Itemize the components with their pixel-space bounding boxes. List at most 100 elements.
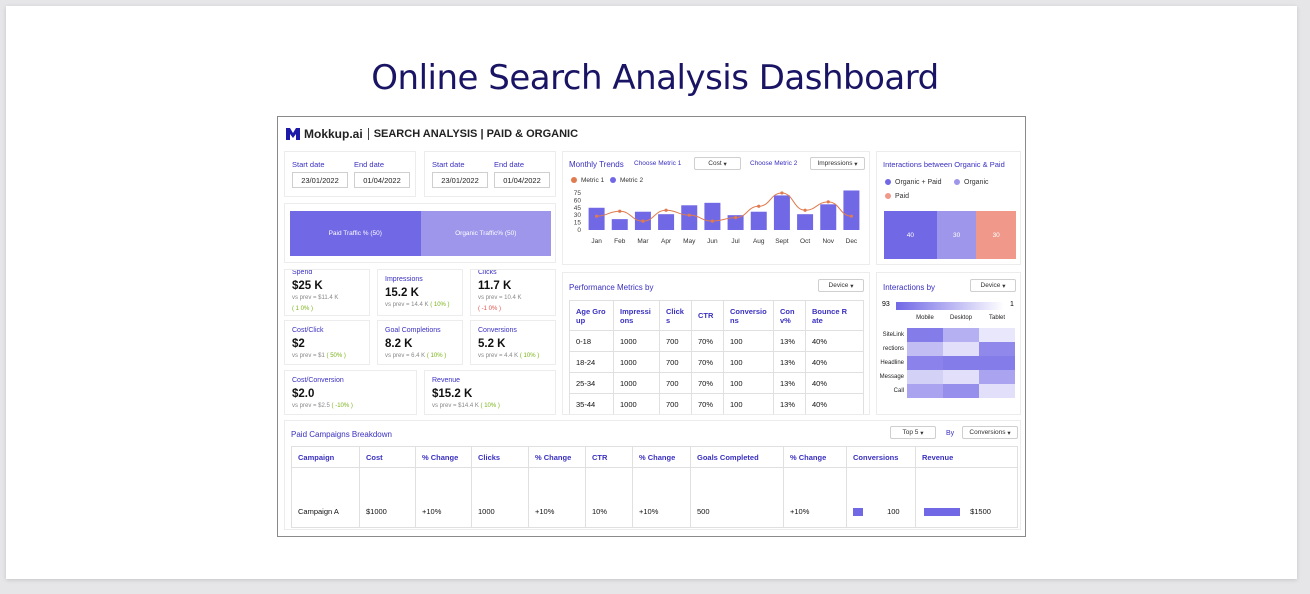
trend-bar[interactable] [704, 202, 721, 230]
col-goals-completed: Goals Completed [690, 446, 784, 468]
kpi-card-clicks: Clicks 11.7 K vs prev = 10.4 K ( -1 0% ) [470, 269, 556, 316]
performance-cell: 40% [805, 372, 864, 394]
metric1-point[interactable] [733, 216, 738, 220]
x-tick-label: Sept [775, 238, 789, 245]
start-date-input[interactable]: 23/01/2022 [292, 172, 348, 188]
performance-cell: 100 [723, 330, 774, 352]
heatmap-cell[interactable] [943, 356, 979, 370]
heatmap-cell[interactable] [943, 384, 979, 398]
performance-cell: 40% [805, 351, 864, 373]
trend-bar[interactable] [750, 211, 767, 230]
y-tick-label: 60 [574, 197, 582, 204]
heatmap-row-label: rections [882, 346, 904, 352]
trend-legend: Metric 1 Metric 2 [571, 177, 643, 184]
heatmap-cell[interactable] [907, 370, 943, 384]
heatmap-cell[interactable] [979, 342, 1015, 356]
end-date-input[interactable]: 01/04/2022 [494, 172, 550, 188]
trend-bar[interactable] [773, 195, 790, 230]
heatmap-cell[interactable] [907, 384, 943, 398]
metric1-point[interactable] [687, 213, 691, 217]
metric1-point[interactable] [594, 214, 599, 218]
metric1-point[interactable] [664, 208, 668, 212]
metric1-point[interactable] [618, 209, 622, 213]
organic-traffic-segment: Organic Traffic% (50) [420, 211, 551, 256]
metric1-label: Choose Metric 1 [634, 160, 682, 167]
metric1-point[interactable] [757, 204, 761, 208]
trend-bar[interactable] [588, 207, 605, 230]
x-tick-label: Jan [591, 238, 602, 245]
heatmap-cell[interactable] [979, 384, 1015, 398]
kpi-prev: vs prev = $1 ( 50% ) [292, 353, 346, 359]
x-tick-label: Oct [800, 238, 810, 245]
campaign-revenue: $1500 [970, 506, 991, 516]
performance-cell: 100 [723, 393, 774, 414]
performance-table-body: 0-18 1000 700 70% 100 13% 40% 18-24 1000 700 70% 10… [569, 330, 864, 414]
heatmap-cell[interactable] [907, 328, 943, 342]
performance-device-dropdown[interactable]: Device ▾ [818, 279, 864, 292]
performance-cell: 700 [659, 372, 692, 394]
kpi-card-conversions: Conversions 5.2 K vs prev = 4.4 K ( 10% … [470, 320, 556, 365]
metric1-point[interactable] [826, 200, 830, 204]
performance-title: Performance Metrics by [569, 283, 654, 292]
performance-row[interactable]: 18-24 1000 700 70% 100 13% 40% [569, 351, 864, 373]
performance-cell: 1000 [613, 393, 660, 414]
interactions-by-title: Interactions by [883, 283, 936, 292]
interactions-stacked-bar: 40 30 30 [884, 211, 1016, 259]
performance-table: Age Gro up Impressi ons Click s CTR Conv… [569, 300, 864, 414]
trend-bar[interactable] [727, 215, 744, 230]
sort-by-dropdown[interactable]: Conversions ▾ [962, 426, 1018, 439]
kpi-card-spend: Spend $25 K vs prev = $11.4 K ( 1 0% ) [284, 269, 370, 316]
brand-name: Mokkup.ai [304, 127, 363, 141]
x-tick-label: Aug [753, 238, 765, 245]
x-tick-label: Mar [637, 238, 649, 245]
metric1-point[interactable] [641, 219, 645, 223]
metric1-dropdown[interactable]: Cost ▾ [694, 157, 741, 170]
heatmap-cell[interactable] [943, 370, 979, 384]
heatmap-cell[interactable] [979, 328, 1015, 342]
trend-bar[interactable] [681, 205, 698, 230]
heatmap-row-label: Call [893, 388, 904, 394]
metric1-point[interactable] [803, 208, 807, 212]
trend-bar[interactable] [820, 204, 837, 230]
date-filter-2: Start date End date 23/01/2022 01/04/202… [424, 151, 556, 197]
end-date-label: End date [354, 160, 385, 169]
campaign-ctr: 10% [585, 467, 633, 528]
performance-row[interactable]: 0-18 1000 700 70% 100 13% 40% [569, 330, 864, 352]
performance-row[interactable]: 35-44 1000 700 70% 100 13% 40% [569, 393, 864, 414]
heatmap-cell[interactable] [907, 342, 943, 356]
trend-bar[interactable] [797, 214, 814, 230]
monthly-trends-title: Monthly Trends [569, 160, 624, 169]
scale-min: 93 [882, 301, 890, 308]
kpi-value: 5.2 K [478, 338, 506, 350]
col-clicks: Clicks [471, 446, 529, 468]
metric1-point[interactable] [780, 191, 784, 195]
trend-bar[interactable] [611, 219, 628, 230]
kpi-value: 8.2 K [385, 338, 413, 350]
trend-bar[interactable] [658, 214, 675, 230]
heatmap-row-label: Headline [880, 360, 904, 366]
metric1-point[interactable] [849, 214, 854, 218]
kpi-value: $2 [292, 338, 305, 350]
end-date-input[interactable]: 01/04/2022 [354, 172, 410, 188]
heatmap-cell[interactable] [907, 356, 943, 370]
page-title: Online Search Analysis Dashboard [371, 58, 939, 98]
interactions-device-dropdown[interactable]: Device ▾ [970, 279, 1016, 292]
conversions-bar [853, 508, 863, 516]
campaign-row[interactable]: Campaign A $1000 +10% 1000 +10% 10% +10%… [291, 467, 1018, 528]
performance-row[interactable]: 25-34 1000 700 70% 100 13% 40% [569, 372, 864, 394]
metric1-point[interactable] [710, 219, 715, 223]
heatmap-cell[interactable] [943, 328, 979, 342]
trend-bar[interactable] [843, 190, 860, 230]
heatmap-cell[interactable] [943, 342, 979, 356]
kpi-change: ( 1 0% ) [292, 306, 314, 312]
campaign-revenue-cell: $1500 [915, 467, 1018, 528]
col-conversions: Conversio ns [723, 300, 774, 331]
heatmap-cell[interactable] [979, 370, 1015, 384]
col-clicks-change: % Change [528, 446, 586, 468]
start-date-input[interactable]: 23/01/2022 [432, 172, 488, 188]
metric2-dropdown[interactable]: Impressions ▾ [810, 157, 865, 170]
top-n-dropdown[interactable]: Top 5 ▾ [890, 426, 936, 439]
kpi-value: $2.0 [292, 388, 315, 400]
heatmap-cell[interactable] [979, 356, 1015, 370]
